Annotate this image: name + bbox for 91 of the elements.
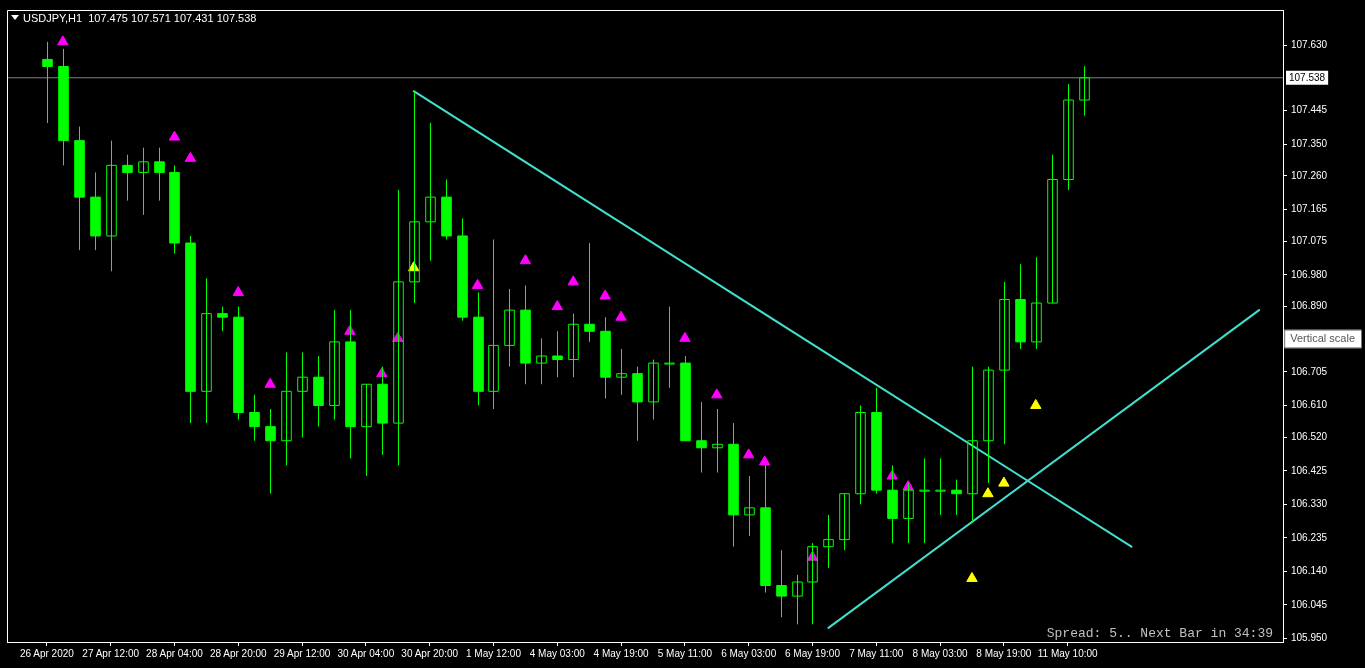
candlestick	[201, 277, 212, 424]
point	[471, 278, 484, 289]
y-tick-label: 106.980	[1291, 268, 1328, 280]
candlestick	[217, 306, 228, 332]
x-tick-label: 8 May 03:00	[912, 647, 969, 659]
candlestick	[106, 140, 117, 272]
point	[982, 487, 994, 498]
candlestick	[744, 475, 755, 537]
y-tick-label: 107.630	[1291, 39, 1328, 51]
candlestick	[983, 366, 994, 484]
y-tick-label: 106.045	[1291, 598, 1328, 610]
x-tick-label: 28 Apr 20:00	[209, 647, 268, 659]
candlestick	[425, 122, 436, 262]
point	[1030, 398, 1042, 409]
y-tick-label: 106.610	[1291, 399, 1328, 411]
point	[998, 476, 1010, 487]
point	[615, 310, 627, 321]
candlestick	[361, 383, 372, 477]
candlestick	[648, 359, 659, 421]
y-tick-label: 107.075	[1291, 235, 1328, 247]
y-tick-label: 106.425	[1291, 464, 1328, 476]
candlestick	[919, 457, 930, 544]
point	[711, 388, 723, 399]
x-tick-label: 1 May 12:00	[465, 647, 522, 659]
candlestick	[504, 288, 515, 368]
point	[519, 254, 532, 265]
y-tick-label: 107.350	[1291, 137, 1328, 149]
point	[966, 571, 978, 582]
candlestick	[776, 549, 787, 618]
y-tick-label: 107.260	[1291, 169, 1328, 181]
x-tick-label: 4 May 19:00	[593, 647, 650, 659]
candlestick	[1031, 256, 1042, 350]
candlestick	[855, 404, 866, 505]
candlestick	[154, 147, 165, 202]
candlestick	[568, 313, 579, 378]
candlestick	[664, 306, 675, 389]
point	[758, 455, 771, 466]
x-tick-label: 6 May 19:00	[784, 647, 841, 659]
x-tick-label: 28 Apr 04:00	[146, 647, 204, 659]
text: Vertical scale	[1290, 331, 1355, 344]
point	[742, 448, 755, 459]
y-tick-label: 106.705	[1291, 365, 1328, 377]
point	[599, 289, 611, 300]
y-tick-label: 105.950	[1291, 632, 1328, 644]
y-tick-label: 106.140	[1291, 565, 1328, 577]
point	[679, 331, 691, 342]
ref-line-label: 107.538	[1289, 71, 1326, 83]
x-tick-label: 11 May 10:00	[1037, 647, 1099, 659]
candlestick	[823, 514, 834, 569]
candlestick	[792, 574, 803, 625]
point	[168, 130, 181, 141]
y-tick-label: 106.890	[1291, 300, 1328, 312]
candlestick	[297, 351, 308, 438]
point	[232, 285, 244, 296]
x-tick-label: 30 Apr 04:00	[337, 647, 395, 659]
y-tick-label: 107.445	[1291, 104, 1328, 116]
candlestick	[138, 147, 149, 216]
candlestick	[329, 309, 340, 421]
candlestick	[967, 366, 978, 523]
y-tick-label: 106.235	[1291, 531, 1328, 543]
candlestick	[616, 348, 627, 396]
x-tick-label: 5 May 11:00	[657, 647, 713, 659]
candlestick	[712, 408, 723, 474]
candlestick	[903, 482, 914, 544]
x-tick-label: 7 May 11:00	[849, 647, 904, 659]
y-tick-label: 107.165	[1291, 203, 1328, 215]
point	[567, 275, 579, 286]
candlestick	[281, 351, 292, 466]
x-tick-label: 8 May 19:00	[976, 647, 1032, 659]
x-tick-label: 26 Apr 2020	[19, 647, 75, 659]
x-tick-label: 27 Apr 12:00	[82, 647, 140, 659]
x-tick-label: 29 Apr 12:00	[273, 647, 331, 659]
y-tick-label: 106.520	[1291, 430, 1328, 442]
x-tick-label: 6 May 03:00	[721, 647, 777, 659]
point	[264, 377, 276, 388]
candlestick	[1063, 83, 1074, 191]
annotation: Spread: 5.. Next Bar in 34:39	[1046, 625, 1273, 641]
candlestick	[999, 281, 1010, 445]
point	[57, 35, 69, 46]
y-tick-label: 106.330	[1291, 498, 1328, 510]
x-tick-label: 4 May 03:00	[529, 647, 586, 659]
candlestick	[1079, 65, 1090, 117]
point	[184, 151, 197, 162]
x-tick-label: 30 Apr 20:00	[401, 647, 459, 659]
point	[551, 300, 563, 311]
candlestick	[1047, 154, 1058, 304]
candlestick	[536, 337, 547, 385]
candlestick	[935, 457, 946, 516]
candlestick	[488, 239, 499, 410]
chart-title: USDJPY,H1 107.475 107.571 107.431 107.538	[23, 12, 257, 25]
candlestick	[839, 493, 850, 551]
